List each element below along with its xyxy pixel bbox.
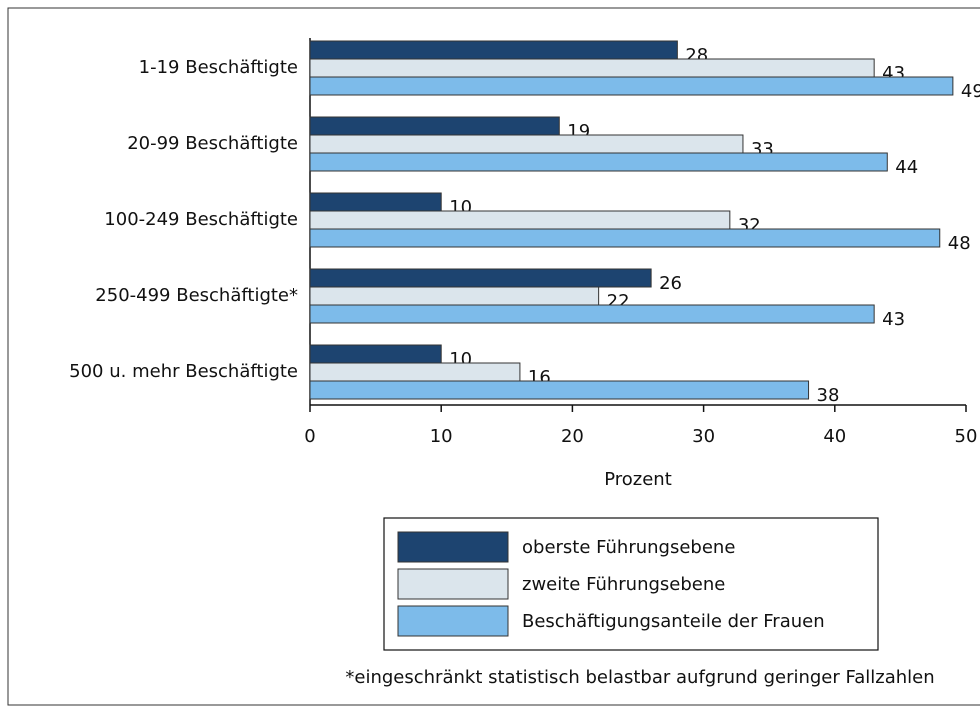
value-label: 49 xyxy=(961,81,980,102)
x-tick-label: 20 xyxy=(561,426,584,447)
legend-label: oberste Führungsebene xyxy=(522,537,735,558)
bar xyxy=(309,362,521,382)
y-tick-label: 20-99 Beschäftigte xyxy=(127,133,298,154)
bar xyxy=(309,210,731,230)
bar xyxy=(309,152,888,172)
bar xyxy=(309,228,941,248)
legend-label: zweite Führungsebene xyxy=(522,574,725,595)
value-label: 26 xyxy=(659,273,682,294)
legend-label: Beschäftigungsanteile der Frauen xyxy=(522,611,825,632)
y-tick-label: 500 u. mehr Beschäftigte xyxy=(69,361,298,382)
bar xyxy=(309,76,954,96)
bar xyxy=(309,380,810,400)
y-tick-label: 100-249 Beschäftigte xyxy=(104,209,298,230)
x-tick-label: 30 xyxy=(692,426,715,447)
y-tick-label: 1-19 Beschäftigte xyxy=(139,57,298,78)
bar xyxy=(309,116,560,136)
legend-swatch xyxy=(397,605,509,637)
x-tick-label: 40 xyxy=(823,426,846,447)
x-tick-label: 50 xyxy=(955,426,978,447)
y-tick-label: 250-499 Beschäftigte* xyxy=(95,285,298,306)
bar xyxy=(309,304,875,324)
legend-swatch xyxy=(397,531,509,563)
x-axis-title: Prozent xyxy=(604,469,672,490)
bar xyxy=(309,40,678,60)
value-label: 48 xyxy=(948,233,971,254)
x-tick-label: 10 xyxy=(430,426,453,447)
x-tick-label: 0 xyxy=(304,426,315,447)
frame xyxy=(7,7,980,706)
legend-swatch xyxy=(397,568,509,600)
value-label: 38 xyxy=(817,385,840,406)
bar xyxy=(309,344,442,364)
bar xyxy=(309,286,600,306)
bar xyxy=(309,134,744,154)
bar xyxy=(309,268,652,288)
bar xyxy=(309,192,442,212)
footnote: *eingeschränkt statistisch belastbar auf… xyxy=(345,667,934,688)
bar xyxy=(309,58,875,78)
value-label: 44 xyxy=(895,157,918,178)
value-label: 43 xyxy=(882,309,905,330)
